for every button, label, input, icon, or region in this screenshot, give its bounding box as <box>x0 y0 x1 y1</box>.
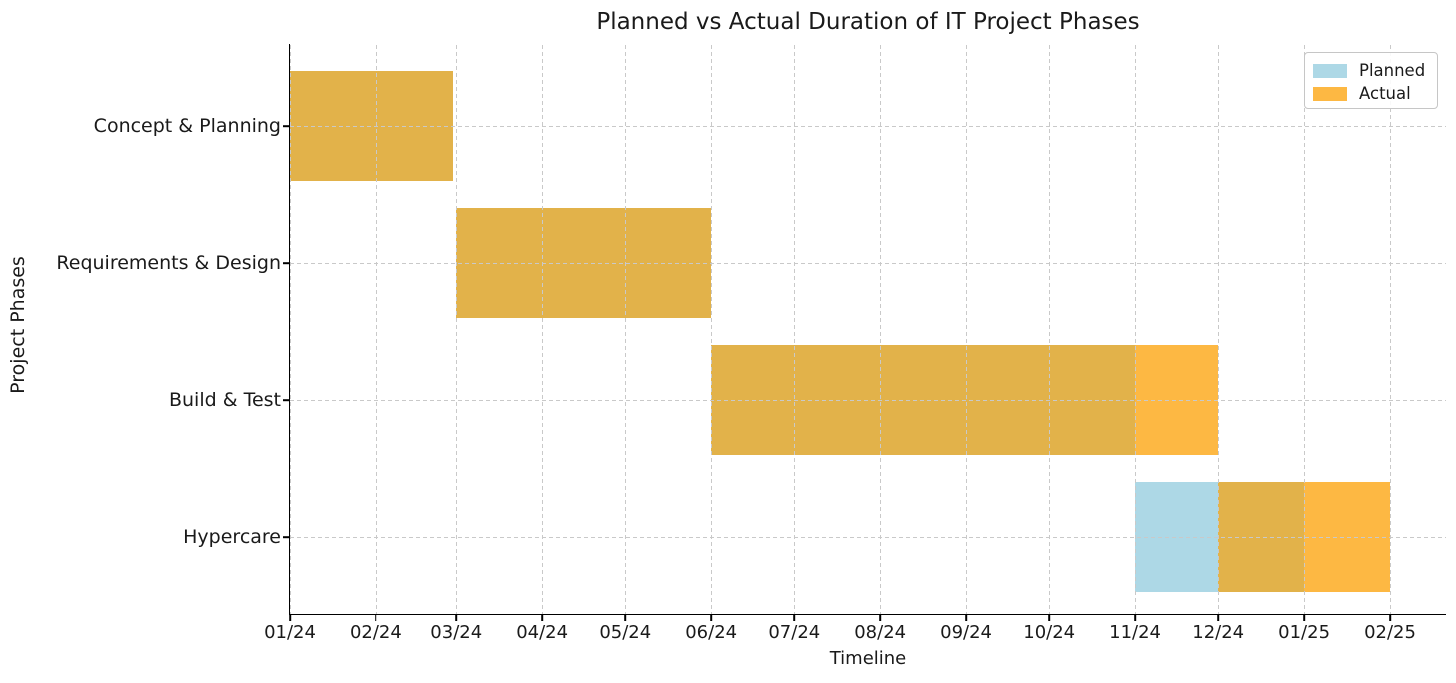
y-tick-label: Requirements & Design <box>56 252 281 274</box>
planned-swatch-icon <box>1313 63 1347 78</box>
x-tick-label: 01/24 <box>264 622 316 643</box>
x-axis-title: Timeline <box>829 648 907 669</box>
gridline-vertical <box>542 45 544 614</box>
y-tick-mark <box>283 399 289 401</box>
x-tick-mark <box>289 615 291 621</box>
x-tick-mark <box>455 615 458 621</box>
y-tick-label: Concept & Planning <box>93 115 281 137</box>
gridline-horizontal <box>290 537 1446 538</box>
x-tick-label: 02/24 <box>349 622 402 643</box>
gridline-vertical <box>1135 45 1137 614</box>
gridline-vertical <box>711 45 713 614</box>
legend-label-planned: Planned <box>1359 61 1426 80</box>
y-axis-spine <box>288 44 291 615</box>
y-tick-label: Build & Test <box>168 389 281 411</box>
x-tick-mark <box>965 615 967 621</box>
gridline-horizontal <box>290 400 1446 401</box>
legend: Planned Actual <box>1304 52 1438 109</box>
gridline-vertical <box>1390 45 1391 614</box>
x-tick-label: 05/24 <box>599 622 652 643</box>
gridline-vertical <box>794 45 796 614</box>
x-tick-label: 10/24 <box>1023 622 1076 643</box>
x-tick-mark <box>1217 615 1219 621</box>
x-axis-spine <box>288 613 1446 616</box>
x-tick-label: 01/25 <box>1278 622 1331 643</box>
gridline-vertical <box>625 45 627 614</box>
actual-swatch-icon <box>1313 86 1347 101</box>
x-tick-label: 08/24 <box>854 622 907 643</box>
x-tick-mark <box>541 615 543 621</box>
y-tick-mark <box>283 125 289 127</box>
chart-title: Planned vs Actual Duration of IT Project… <box>596 9 1140 35</box>
y-tick-mark <box>283 536 289 538</box>
y-tick-label: Hypercare <box>183 526 281 548</box>
legend-item-planned: Planned <box>1313 59 1429 82</box>
x-tick-mark <box>793 615 796 621</box>
x-tick-label: 04/24 <box>516 622 569 643</box>
x-tick-label: 11/24 <box>1109 622 1162 643</box>
gridline-vertical <box>880 45 882 614</box>
x-tick-label: 12/24 <box>1192 622 1245 643</box>
gridline-vertical <box>1304 45 1306 614</box>
y-tick-mark <box>283 262 289 264</box>
gridline-horizontal <box>290 126 1446 127</box>
gridline-vertical <box>1218 45 1220 614</box>
y-axis-title-text: Project Phases <box>7 256 29 394</box>
x-tick-mark <box>710 615 712 621</box>
x-tick-mark <box>624 615 627 621</box>
x-tick-label: 07/24 <box>768 622 821 643</box>
x-tick-mark <box>1134 615 1136 621</box>
gridline-vertical <box>456 45 458 614</box>
gridline-vertical <box>375 45 377 614</box>
x-tick-mark <box>1048 615 1050 621</box>
x-tick-label: 03/24 <box>430 622 483 643</box>
x-tick-label: 09/24 <box>940 622 992 643</box>
legend-item-actual: Actual <box>1313 82 1429 105</box>
x-tick-mark <box>375 615 377 621</box>
gridline-horizontal <box>290 263 1446 264</box>
x-tick-label: 02/25 <box>1364 622 1416 643</box>
x-tick-mark <box>1389 615 1391 621</box>
gridline-vertical <box>290 45 291 614</box>
gridline-vertical <box>1049 45 1051 614</box>
legend-label-actual: Actual <box>1359 84 1411 103</box>
x-tick-mark <box>1303 615 1305 621</box>
x-tick-mark <box>879 615 881 621</box>
x-tick-label: 06/24 <box>685 622 738 643</box>
gridline-vertical <box>966 45 968 614</box>
